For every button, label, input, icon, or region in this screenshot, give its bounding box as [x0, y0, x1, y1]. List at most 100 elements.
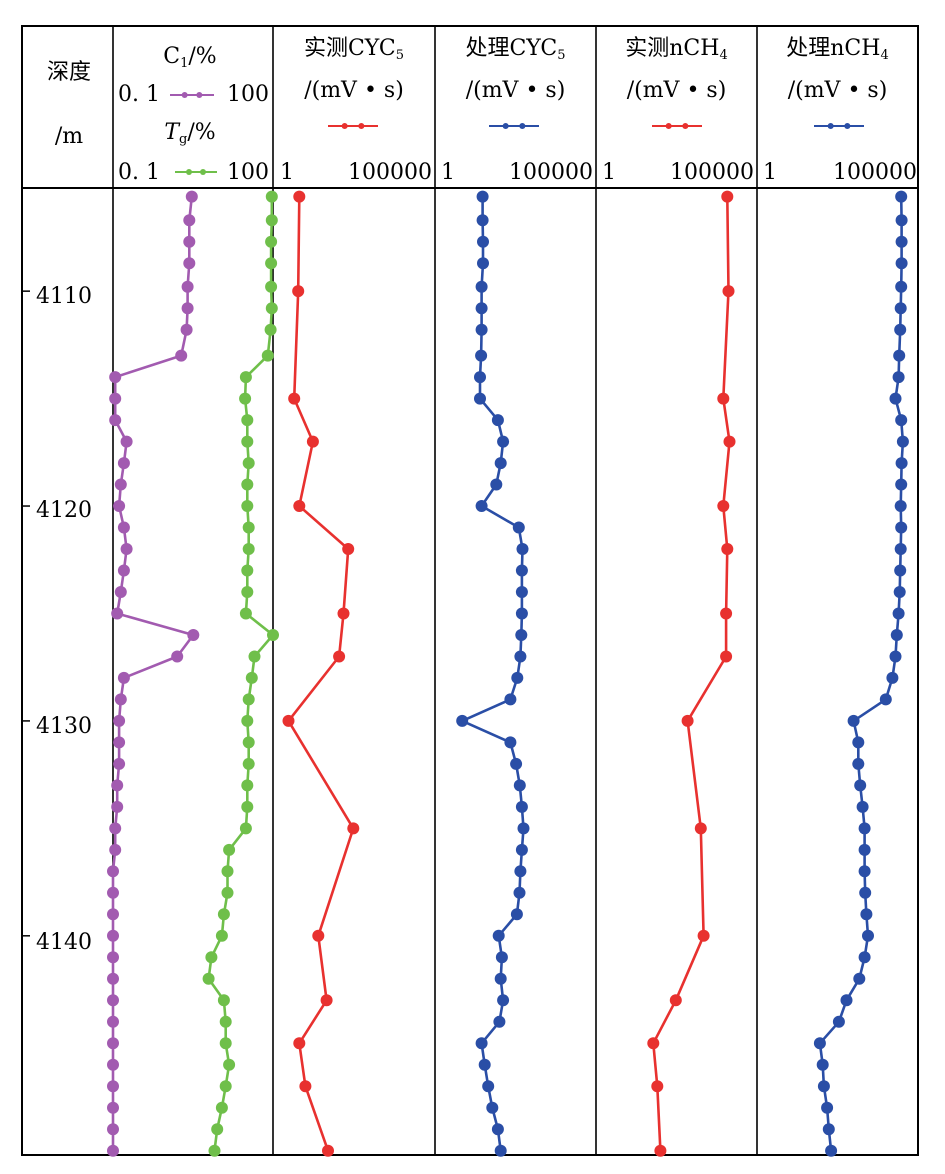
track6-unit: /(mV • s) [787, 78, 888, 103]
data-point [241, 779, 254, 792]
data-point [895, 521, 908, 534]
data-point [107, 1037, 119, 1050]
data-point [215, 929, 228, 942]
data-point [109, 392, 122, 405]
data-point [856, 800, 869, 813]
data-point [242, 543, 255, 555]
data-point [894, 302, 907, 315]
data-point [854, 779, 867, 792]
data-point [242, 757, 255, 770]
data-point [512, 521, 525, 534]
data-point [211, 1123, 224, 1136]
data-point [107, 929, 119, 942]
data-point [241, 435, 254, 448]
data-point [111, 779, 124, 792]
data-point [720, 650, 733, 663]
data-point [107, 908, 119, 921]
data-point [723, 435, 736, 448]
data-point [320, 994, 333, 1007]
data-point [895, 190, 908, 203]
data-point [859, 886, 872, 899]
data-point [847, 714, 860, 727]
data-point [111, 800, 124, 813]
data-point [514, 865, 527, 878]
data-point [171, 650, 184, 663]
data-point [113, 736, 126, 749]
data-point [293, 190, 306, 203]
legend-track3-marker [341, 123, 348, 129]
legend-c1-marker [181, 92, 188, 98]
data-point [513, 779, 526, 792]
data-point [852, 736, 865, 749]
data-point [181, 280, 194, 293]
depth-unit: /m [54, 124, 84, 149]
data-point [482, 1080, 495, 1093]
series-line [651, 196, 731, 1151]
data-point [494, 457, 507, 470]
data-point [475, 349, 488, 362]
data-point [504, 736, 517, 749]
legend-track5-marker [682, 123, 689, 129]
track4-title: 处理CYC5 [465, 36, 566, 63]
data-point [347, 822, 360, 835]
data-point [478, 1058, 491, 1071]
track5-scale-max: 100000 [670, 160, 754, 185]
data-point [120, 543, 133, 555]
data-point [293, 1037, 306, 1050]
data-point [494, 1144, 507, 1157]
data-point [816, 1058, 829, 1071]
data-point [221, 865, 234, 878]
legend-track4-marker [519, 123, 526, 129]
data-point [832, 1015, 845, 1028]
data-point [697, 929, 710, 942]
data-point [886, 671, 899, 684]
data-point [342, 543, 355, 555]
data-point [476, 190, 489, 203]
data-point [282, 714, 295, 727]
data-point [890, 629, 903, 641]
data-point [840, 994, 853, 1007]
data-point [265, 235, 278, 248]
data-point [858, 951, 871, 964]
data-point [113, 714, 126, 727]
data-point [107, 865, 119, 878]
data-point [510, 757, 523, 770]
data-point [117, 457, 130, 470]
data-point [241, 414, 254, 427]
track3-unit: /(mV • s) [304, 78, 404, 103]
data-point [265, 302, 278, 315]
data-point [114, 693, 127, 706]
data-point [477, 235, 489, 248]
data-point [264, 323, 277, 336]
legend-track6-marker [844, 123, 851, 129]
data-point [107, 1144, 119, 1157]
data-point [183, 235, 196, 248]
data-point [895, 280, 908, 293]
data-point [862, 929, 874, 942]
data-point [490, 478, 503, 491]
data-point [892, 371, 905, 384]
data-point [242, 457, 255, 470]
track3-title: 实测CYC5 [303, 36, 405, 63]
data-point [497, 435, 510, 448]
track5-title: 实测nCH4 [625, 36, 728, 63]
data-point [511, 671, 524, 684]
data-point [852, 757, 865, 770]
data-point [265, 190, 278, 203]
data-point [239, 392, 252, 405]
track6-scale-max: 100000 [833, 160, 917, 185]
track5-scale-min: 1 [602, 160, 616, 185]
data-point [475, 280, 488, 293]
data-point [265, 280, 278, 293]
legend-track3-marker [358, 123, 365, 129]
data-point [261, 349, 274, 362]
track3-scale-max: 100000 [348, 160, 432, 185]
data-point [894, 564, 907, 577]
data-point [694, 822, 707, 835]
data-point [117, 521, 130, 534]
legend-track6-marker [827, 123, 834, 129]
data-point [477, 257, 489, 270]
data-point [175, 349, 188, 362]
data-point [202, 972, 215, 985]
data-point [215, 1101, 228, 1114]
